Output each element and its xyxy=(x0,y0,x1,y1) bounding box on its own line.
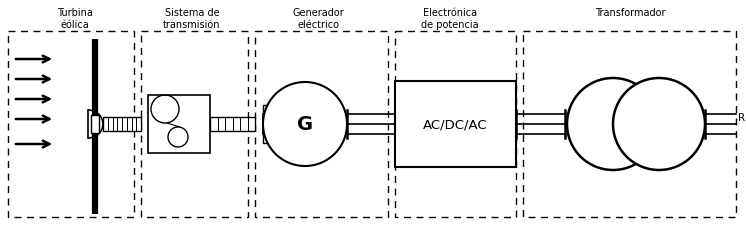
Circle shape xyxy=(567,79,659,170)
Text: Electrónica
de potencia: Electrónica de potencia xyxy=(421,8,479,30)
Bar xyxy=(263,106,283,143)
Bar xyxy=(395,32,516,217)
Bar xyxy=(141,32,248,217)
Bar xyxy=(255,32,388,217)
Text: AC/DC/AC: AC/DC/AC xyxy=(423,118,488,131)
Text: Generador
eléctrico: Generador eléctrico xyxy=(292,8,344,30)
Circle shape xyxy=(613,79,705,170)
Bar xyxy=(395,82,516,167)
Text: Turbina
éólica: Turbina éólica xyxy=(57,8,93,30)
Bar xyxy=(103,118,141,131)
Text: RED: RED xyxy=(738,113,746,122)
Bar xyxy=(91,116,99,133)
Bar xyxy=(210,118,255,131)
Text: Transformador: Transformador xyxy=(595,8,665,18)
Text: G: G xyxy=(297,115,313,134)
Circle shape xyxy=(263,83,347,166)
Bar xyxy=(148,96,210,153)
Bar xyxy=(8,32,134,217)
Bar xyxy=(523,32,736,217)
Text: Sistema de
transmisión: Sistema de transmisión xyxy=(163,8,221,30)
